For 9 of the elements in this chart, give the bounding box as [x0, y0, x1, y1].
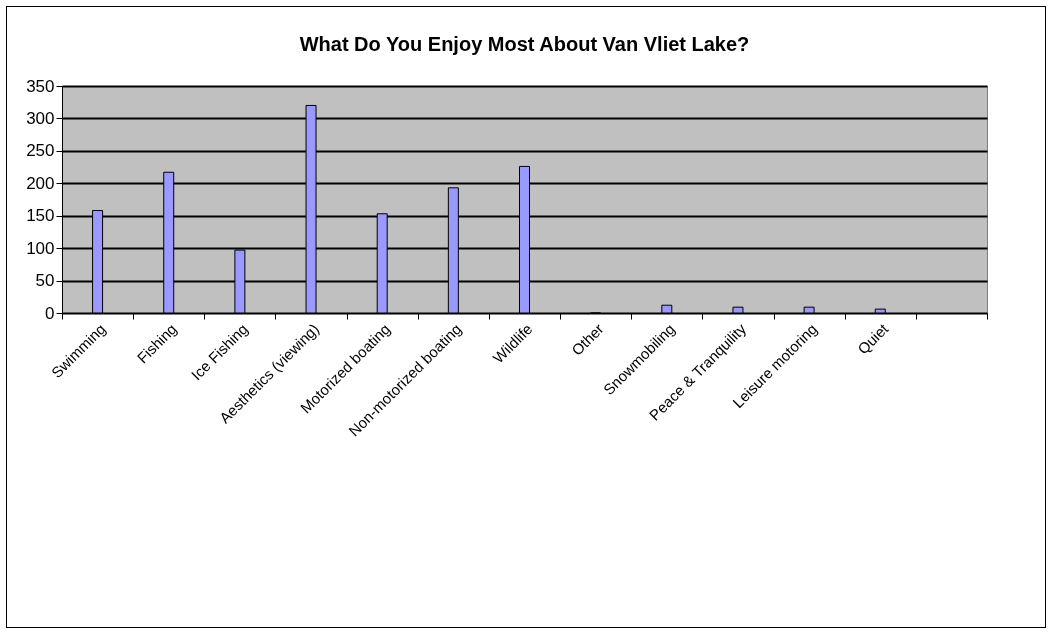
y-tick-label: 100	[26, 238, 55, 258]
y-tick-label: 300	[26, 108, 55, 128]
y-tick-label: 250	[26, 141, 55, 161]
chart-title: What Do You Enjoy Most About Van Vliet Lake?	[299, 33, 750, 55]
y-tick-label: 350	[26, 76, 55, 96]
y-tick-label: 200	[26, 173, 55, 193]
y-tick-label: 50	[35, 271, 55, 291]
y-tick-label: 150	[26, 206, 55, 226]
y-tick-label: 0	[45, 303, 55, 323]
